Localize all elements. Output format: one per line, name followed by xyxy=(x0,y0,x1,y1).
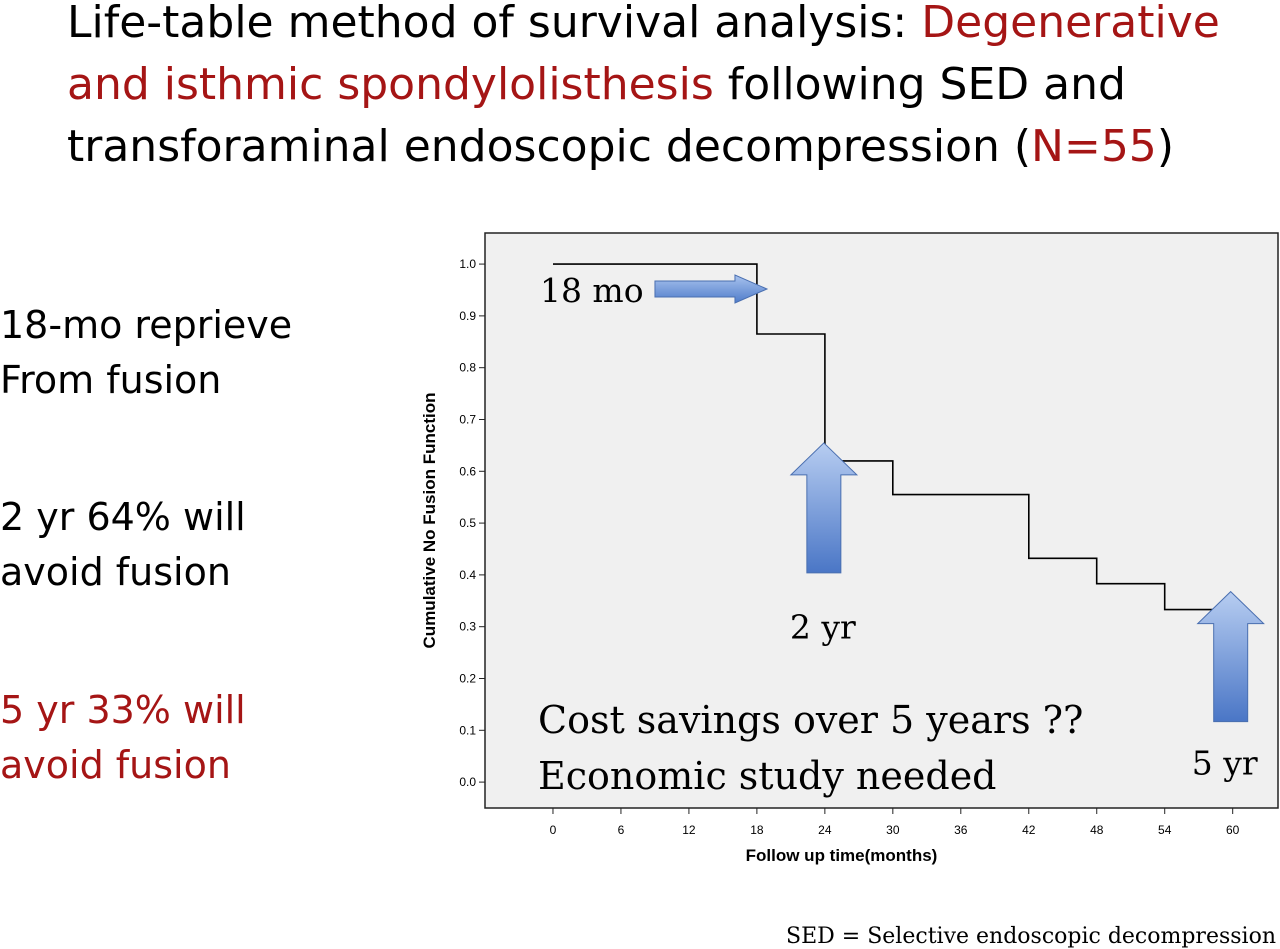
side-note-5yr: 5 yr 33% will avoid fusion xyxy=(0,683,246,793)
y-tick-label: 0.8 xyxy=(459,361,476,375)
footnote: SED = Selective endoscopic decompression xyxy=(786,924,1276,949)
right-arrow-icon xyxy=(654,274,769,304)
up-arrow-icon xyxy=(1196,590,1265,723)
x-tick-label: 18 xyxy=(750,823,764,837)
y-tick-label: 0.9 xyxy=(459,309,476,323)
chart-note: Economic study needed xyxy=(538,754,997,798)
side-note-line: From fusion xyxy=(0,358,222,402)
y-tick-label: 0.6 xyxy=(459,464,476,478)
x-tick-label: 54 xyxy=(1158,823,1172,837)
slide-title: Life-table method of survival analysis: … xyxy=(67,0,1267,178)
annotation-18mo-label: 18 mo xyxy=(540,271,644,310)
y-tick-label: 0.1 xyxy=(459,723,476,737)
y-tick-label: 0.7 xyxy=(459,412,476,426)
x-tick-label: 36 xyxy=(954,823,968,837)
up-arrow-icon xyxy=(789,442,859,574)
annotation-2yr-label: 2 yr xyxy=(790,608,856,647)
x-tick-label: 6 xyxy=(618,823,625,837)
chart-note: Cost savings over 5 years ?? xyxy=(538,698,1083,742)
annotation-5yr-label: 5 yr xyxy=(1192,744,1258,783)
side-note-line: avoid fusion xyxy=(0,550,231,594)
survival-chart: 0.0 0.1 0.2 0.3 0.4 0.5 0.6 0.7 0.8 0.9 1.0 0 6 12 18 2… xyxy=(420,232,1279,865)
y-tick-label: 0.3 xyxy=(459,620,476,634)
y-tick-label: 0.5 xyxy=(459,516,476,530)
title-part-5: ) xyxy=(1156,121,1174,172)
title-highlight-n: N=55 xyxy=(1031,121,1157,172)
side-note-2yr: 2 yr 64% will avoid fusion xyxy=(0,490,246,600)
side-note-line: 5 yr 33% will xyxy=(0,688,246,732)
title-part-3: following SED and transforaminal endosco… xyxy=(67,59,1126,172)
x-tick-label: 0 xyxy=(550,823,557,837)
x-axis-label: Follow up time(months) xyxy=(746,846,938,865)
side-note-line: 2 yr 64% will xyxy=(0,495,246,539)
side-note-18mo: 18-mo reprieve From fusion xyxy=(0,298,292,408)
x-tick-label: 42 xyxy=(1022,823,1036,837)
plot-area xyxy=(484,232,1279,809)
y-axis-label: Cumulative No Fusion Function xyxy=(420,393,439,649)
x-tick-label: 30 xyxy=(886,823,900,837)
x-tick-label: 24 xyxy=(818,823,832,837)
side-note-line: avoid fusion xyxy=(0,743,231,787)
x-tick-label: 12 xyxy=(682,823,696,837)
y-tick-label: 1.0 xyxy=(459,257,476,271)
y-tick-label: 0.4 xyxy=(459,568,476,582)
title-part-1: Life-table method of survival analysis: xyxy=(67,0,922,48)
x-tick-label: 60 xyxy=(1226,823,1240,837)
title-highlight-condition: Degenerative and isthmic spondylolisthes… xyxy=(67,0,1220,110)
side-note-line: 18-mo reprieve xyxy=(0,303,293,347)
survival-step-line xyxy=(553,263,1233,611)
y-tick-label: 0.2 xyxy=(459,671,476,685)
y-tick-label: 0.0 xyxy=(459,775,476,789)
x-tick-label: 48 xyxy=(1090,823,1104,837)
